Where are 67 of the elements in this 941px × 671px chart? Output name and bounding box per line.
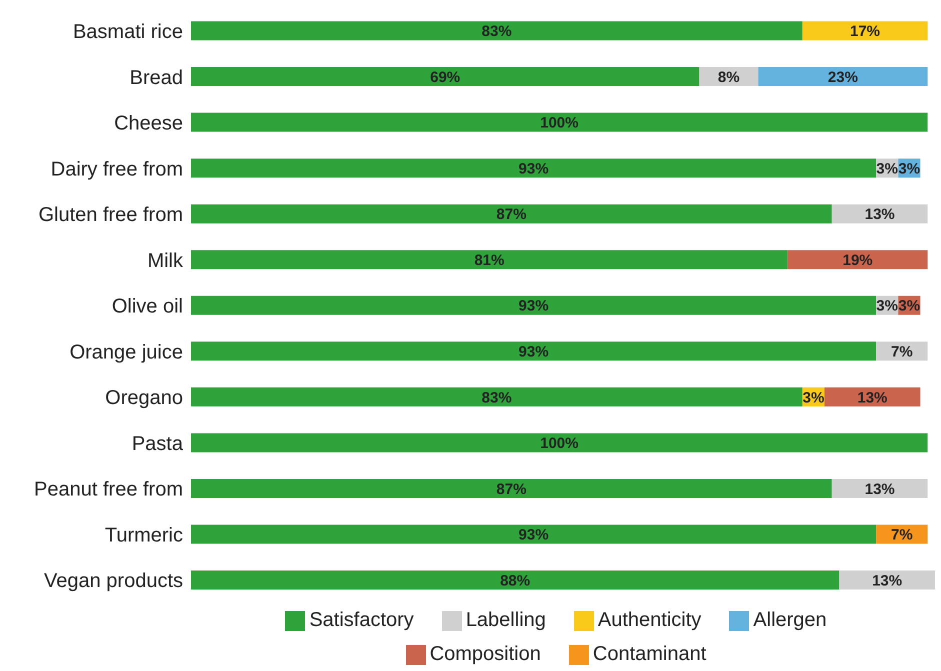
legend-label: Contaminant: [592, 643, 706, 665]
data-label: 13%: [864, 480, 895, 498]
data-label: 7%: [891, 526, 913, 544]
data-label: 93%: [518, 298, 549, 315]
y-tick-label: Orange juice: [70, 341, 183, 364]
bar: [191, 478, 832, 498]
data-label: 3%: [898, 160, 920, 178]
y-tick-label: Peanut free from: [34, 478, 183, 501]
data-label: 8%: [718, 68, 740, 86]
data-label: 13%: [857, 389, 888, 406]
data-label: 7%: [891, 343, 913, 360]
bar: [191, 296, 876, 315]
legend-label: Composition: [430, 643, 541, 665]
y-tick-label: Gluten free from: [38, 204, 183, 226]
bar: [832, 204, 928, 224]
legend-label: Authenticity: [598, 609, 702, 631]
bar: [824, 387, 920, 406]
data-label: 87%: [496, 480, 526, 498]
data-label: 3%: [898, 298, 920, 315]
y-tick-label: Pasta: [132, 432, 184, 455]
data-label: 93%: [518, 343, 549, 360]
y-tick-label: Dairy free from: [50, 158, 183, 180]
bar: [191, 204, 832, 224]
bar: [802, 21, 928, 40]
bar: [758, 67, 928, 86]
data-label: 83%: [482, 389, 512, 406]
data-label: 87%: [496, 206, 526, 224]
bar: [788, 250, 928, 270]
bar: [191, 433, 928, 452]
y-tick-label: Oregano: [105, 387, 183, 410]
data-label: 83%: [482, 23, 512, 40]
data-label: 100%: [540, 435, 579, 452]
bar: [839, 570, 935, 590]
data-label: 3%: [876, 298, 898, 315]
y-tick-label: Turmeric: [104, 524, 183, 546]
bar: [191, 250, 788, 270]
y-tick-label: Bread: [130, 66, 183, 89]
bar: [191, 524, 876, 544]
data-label: 3%: [876, 160, 898, 178]
data-label: 93%: [518, 526, 549, 544]
bar: [191, 67, 700, 86]
y-tick-label: Milk: [147, 250, 184, 272]
data-label: 88%: [500, 572, 530, 590]
bar: [191, 112, 928, 132]
data-label: 23%: [828, 68, 858, 86]
y-tick-label: Basmati rice: [72, 20, 183, 43]
bar: [191, 158, 876, 178]
data-label: 100%: [540, 114, 579, 132]
bar: [191, 570, 840, 590]
legend-label: Allergen: [753, 609, 827, 631]
data-label: 13%: [864, 206, 895, 224]
data-label: 81%: [474, 252, 504, 269]
data-label: 93%: [518, 160, 549, 178]
data-label: 13%: [872, 572, 902, 590]
bar: [832, 478, 928, 498]
data-label: 17%: [850, 23, 880, 40]
y-tick-label: Cheese: [114, 112, 183, 135]
y-tick-label: Olive oil: [112, 296, 183, 318]
legend-label: Satisfactory: [309, 609, 414, 631]
y-tick-label: Vegan products: [44, 570, 183, 592]
bar: [191, 342, 876, 361]
data-label: 3%: [802, 389, 824, 406]
data-label: 69%: [430, 68, 460, 86]
data-label: 19%: [842, 252, 873, 269]
legend-label: Labelling: [466, 609, 546, 631]
bar: [191, 387, 802, 406]
bar: [191, 21, 802, 40]
